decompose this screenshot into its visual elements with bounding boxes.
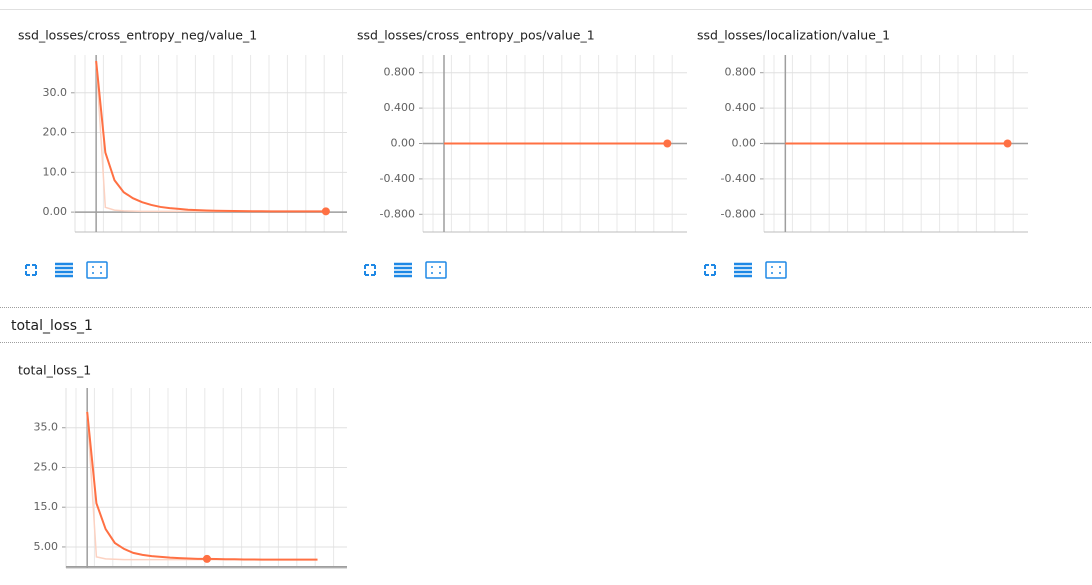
- highlight-point: [663, 139, 672, 148]
- y-tick-label: -0.400: [721, 172, 756, 185]
- section-header[interactable]: [0, 307, 1092, 342]
- chart-title: ssd_losses/cross_entropy_neg/value_1: [18, 28, 257, 43]
- y-tick-label: 0.800: [384, 66, 416, 79]
- y-tick-label: 25.0: [34, 460, 59, 473]
- y-tick-label: 0.00: [732, 137, 757, 150]
- highlight-point: [321, 207, 330, 216]
- fit-domain-icon[interactable]: [86, 261, 108, 279]
- y-tick-label: 20.0: [43, 126, 68, 139]
- expand-icon[interactable]: [364, 264, 376, 276]
- y-tick-label: 5.00: [34, 540, 59, 553]
- chart-title: ssd_losses/cross_entropy_pos/value_1: [357, 28, 595, 43]
- fit-domain-icon[interactable]: [425, 261, 447, 279]
- fit-domain-icon-inner[interactable]: [431, 266, 441, 274]
- fit-domain-icon-inner[interactable]: [771, 266, 781, 274]
- expand-icon[interactable]: [25, 264, 37, 276]
- series-line: [95, 60, 326, 213]
- series-line: [86, 411, 318, 561]
- y-tick-label: 0.400: [725, 101, 757, 114]
- top-bar: [0, 0, 1092, 9]
- log-scale-icon[interactable]: [55, 262, 73, 278]
- y-tick-label: 10.0: [43, 165, 68, 178]
- y-tick-label: 15.0: [34, 500, 59, 513]
- y-tick-label: 35.0: [34, 421, 59, 434]
- y-tick-label: -0.800: [380, 207, 415, 220]
- section-title: total_loss_1: [11, 318, 93, 334]
- y-tick-label: 0.00: [43, 205, 68, 218]
- chart-title: ssd_losses/localization/value_1: [697, 28, 890, 43]
- series-line: [86, 411, 318, 561]
- series-line: [95, 60, 326, 213]
- y-tick-label: 0.00: [391, 137, 416, 150]
- y-tick-label: -0.800: [721, 207, 756, 220]
- highlight-point: [1003, 139, 1012, 148]
- y-tick-label: -0.400: [380, 172, 415, 185]
- log-scale-icon[interactable]: [734, 262, 752, 278]
- fit-domain-icon-inner[interactable]: [92, 266, 102, 274]
- highlight-point: [202, 554, 211, 563]
- chart-title: total_loss_1: [18, 363, 91, 378]
- expand-icon[interactable]: [704, 264, 716, 276]
- y-tick-label: 0.800: [725, 66, 757, 79]
- log-scale-icon[interactable]: [394, 262, 412, 278]
- y-tick-label: 30.0: [43, 86, 68, 99]
- y-tick-label: 0.400: [384, 101, 416, 114]
- fit-domain-icon[interactable]: [765, 261, 787, 279]
